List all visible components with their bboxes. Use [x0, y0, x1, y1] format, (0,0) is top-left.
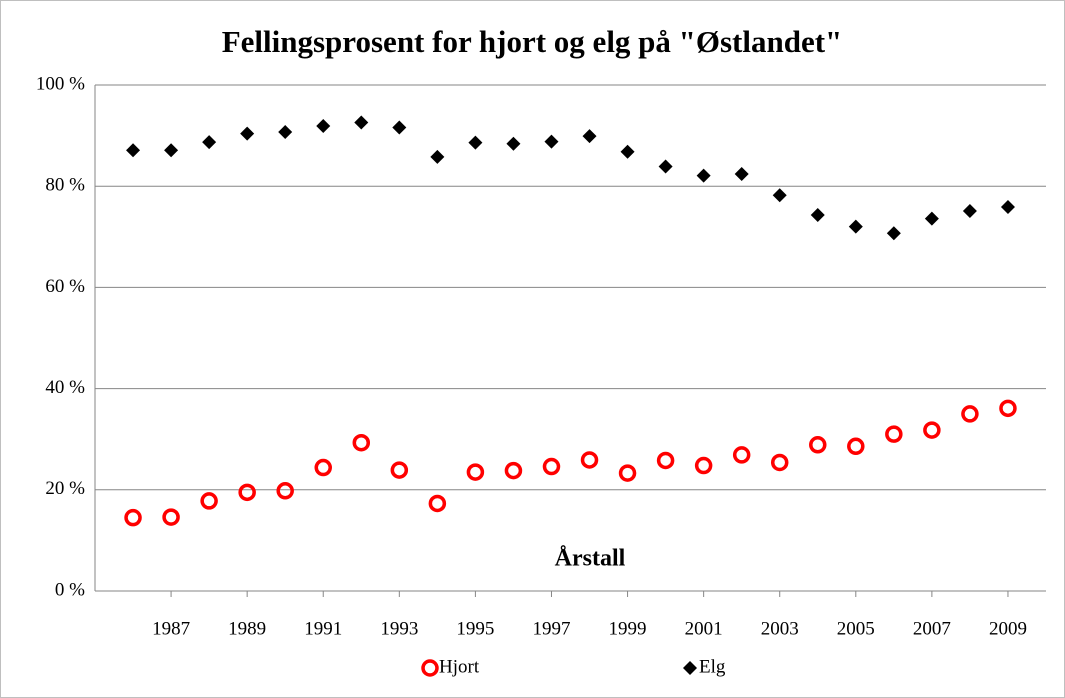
point — [618, 464, 637, 482]
point — [544, 134, 559, 149]
point — [314, 458, 332, 477]
point — [656, 451, 675, 470]
point — [468, 135, 483, 150]
point — [352, 433, 371, 452]
point — [580, 451, 599, 469]
point — [924, 211, 939, 226]
x-tick-label: 2005 — [837, 618, 875, 639]
point — [1000, 199, 1015, 214]
y-tick-label: 0 % — [55, 579, 85, 600]
point — [506, 136, 521, 151]
point — [392, 120, 407, 135]
point — [240, 126, 255, 141]
point — [961, 405, 979, 423]
legend-label: Hjort — [439, 656, 480, 677]
x-tick-label: 1995 — [456, 618, 494, 639]
x-tick-label: 2001 — [685, 618, 723, 639]
x-tick-label: 2009 — [989, 618, 1027, 639]
legend-marker — [683, 661, 697, 675]
point — [962, 203, 977, 218]
point — [202, 135, 217, 150]
point — [126, 143, 141, 158]
point — [885, 425, 903, 443]
x-tick-label: 2003 — [761, 618, 799, 639]
point — [390, 461, 409, 479]
chart-title: Fellingsprosent for hjort og elg på "Øst… — [222, 24, 843, 59]
point — [542, 457, 561, 476]
x-axis-label: Årstall — [555, 546, 626, 572]
point — [428, 494, 447, 513]
point — [276, 482, 294, 500]
point — [770, 453, 789, 472]
point — [316, 118, 331, 133]
point — [466, 463, 485, 481]
point — [810, 208, 825, 223]
point — [162, 508, 180, 526]
point — [848, 219, 863, 234]
point — [504, 461, 523, 480]
x-tick-label: 1993 — [380, 618, 418, 639]
legend-label: Elg — [699, 656, 726, 677]
point — [694, 456, 713, 475]
point — [582, 129, 597, 144]
y-tick-label: 20 % — [45, 478, 85, 499]
point — [658, 159, 673, 174]
y-tick-label: 60 % — [45, 276, 85, 297]
point — [164, 143, 179, 158]
point — [354, 115, 369, 130]
point — [886, 226, 901, 241]
x-tick-label: 1997 — [532, 618, 570, 639]
point — [809, 436, 827, 454]
x-tick-label: 2007 — [913, 618, 951, 639]
y-tick-label: 80 % — [45, 175, 85, 196]
point — [278, 125, 293, 140]
x-tick-label: 1999 — [609, 618, 647, 639]
point — [200, 492, 218, 510]
legend-marker — [421, 659, 439, 677]
point — [772, 188, 787, 203]
point — [999, 399, 1017, 418]
y-tick-label: 40 % — [45, 377, 85, 398]
point — [124, 508, 142, 527]
point — [732, 446, 751, 464]
point — [847, 437, 865, 456]
point — [238, 483, 256, 502]
x-tick-label: 1989 — [228, 618, 266, 639]
point — [734, 167, 749, 182]
point — [923, 421, 941, 439]
x-tick-label: 1991 — [304, 618, 342, 639]
y-tick-label: 100 % — [36, 73, 85, 94]
point — [430, 149, 445, 164]
point — [696, 168, 711, 183]
x-tick-label: 1987 — [152, 618, 190, 639]
point — [620, 144, 635, 159]
